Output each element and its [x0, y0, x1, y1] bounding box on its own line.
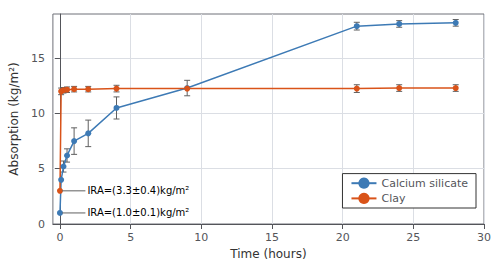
svg-text:IRA=(3.3±0.4)kg/m²: IRA=(3.3±0.4)kg/m²	[87, 185, 189, 196]
svg-text:10: 10	[31, 107, 45, 120]
svg-text:Clay: Clay	[381, 192, 405, 205]
svg-text:IRA=(1.0±0.1)kg/m²: IRA=(1.0±0.1)kg/m²	[87, 207, 189, 218]
svg-text:5: 5	[127, 231, 134, 244]
svg-text:25: 25	[406, 231, 420, 244]
svg-text:0: 0	[38, 218, 45, 231]
svg-text:15: 15	[265, 231, 279, 244]
svg-text:Time (hours): Time (hours)	[229, 247, 306, 261]
svg-text:10: 10	[194, 231, 208, 244]
svg-text:20: 20	[336, 231, 350, 244]
svg-text:15: 15	[31, 52, 45, 65]
svg-text:Absorption (kg/m²): Absorption (kg/m²)	[7, 62, 21, 175]
svg-text:0: 0	[56, 231, 63, 244]
svg-text:5: 5	[38, 162, 45, 175]
svg-text:30: 30	[477, 231, 491, 244]
svg-text:Calcium silicate: Calcium silicate	[381, 177, 468, 190]
